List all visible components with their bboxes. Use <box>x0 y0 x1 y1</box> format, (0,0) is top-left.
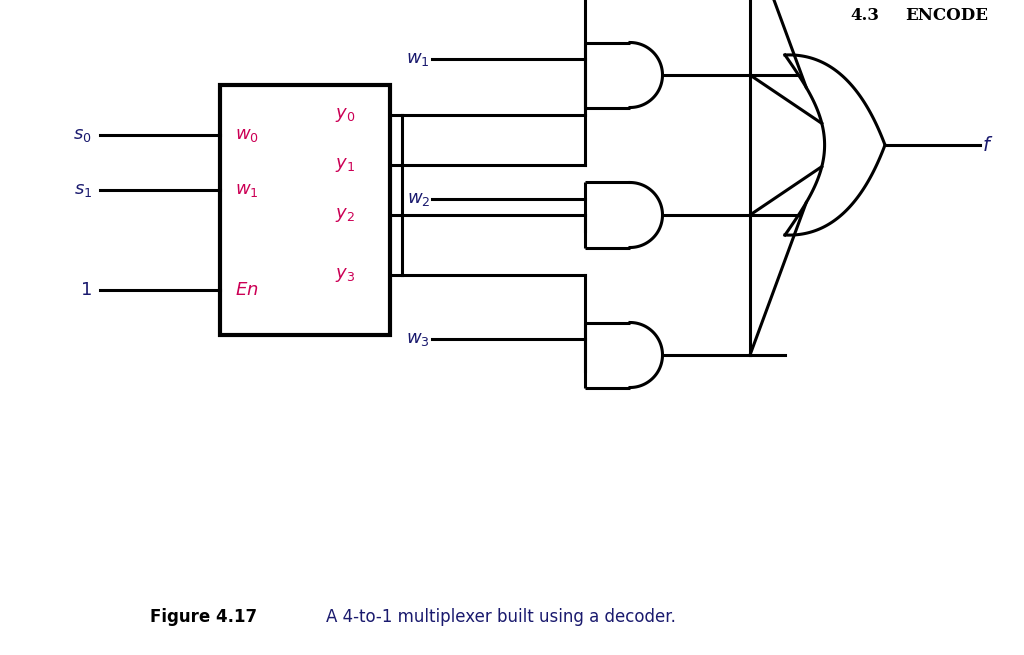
Text: ENCODE: ENCODE <box>905 7 988 24</box>
Text: $y_1$: $y_1$ <box>335 156 355 174</box>
Text: $w_2$: $w_2$ <box>407 190 430 208</box>
Text: Figure 4.17: Figure 4.17 <box>150 608 257 626</box>
Text: $1$: $1$ <box>80 281 92 299</box>
Text: A 4-to-1 multiplexer built using a decoder.: A 4-to-1 multiplexer built using a decod… <box>305 608 676 626</box>
Text: $w_1$: $w_1$ <box>407 50 430 67</box>
Text: $En$: $En$ <box>234 281 259 299</box>
Text: $w_0$: $w_0$ <box>234 126 259 144</box>
Text: $y_2$: $y_2$ <box>335 206 355 224</box>
Text: $y_3$: $y_3$ <box>335 266 355 284</box>
Text: $s_0$: $s_0$ <box>74 126 92 144</box>
Text: $f$: $f$ <box>982 136 993 155</box>
Bar <box>220 85 390 335</box>
Text: $w_1$: $w_1$ <box>234 181 259 199</box>
Text: 4.3: 4.3 <box>850 7 879 24</box>
Text: $s_1$: $s_1$ <box>74 181 92 199</box>
Text: $y_0$: $y_0$ <box>335 106 355 124</box>
Text: $w_3$: $w_3$ <box>407 329 430 348</box>
